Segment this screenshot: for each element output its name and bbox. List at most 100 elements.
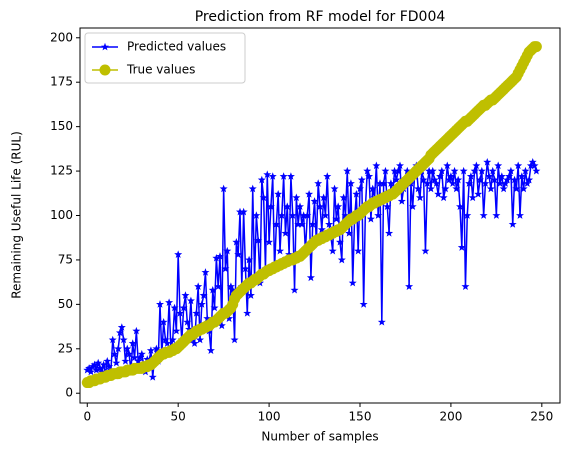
star-marker (372, 161, 381, 170)
star-marker (346, 179, 355, 187)
star-marker (505, 172, 514, 180)
star-marker (377, 317, 386, 326)
star-marker (279, 172, 288, 180)
star-marker (136, 353, 144, 362)
star-marker (297, 220, 306, 228)
star-marker (486, 184, 495, 193)
star-marker (421, 246, 430, 255)
star-marker (499, 184, 508, 193)
star-marker (272, 220, 281, 228)
star-marker (285, 250, 294, 258)
star-marker (319, 193, 328, 202)
star-marker (468, 193, 477, 202)
star-marker (308, 220, 317, 228)
star-marker (283, 202, 292, 211)
star-marker (390, 166, 399, 175)
legend-label: True values (126, 63, 195, 77)
y-tick-label: 200 (50, 30, 73, 44)
star-marker (197, 300, 206, 308)
star-marker (194, 282, 203, 290)
star-marker (165, 298, 174, 306)
star-marker (519, 184, 528, 193)
star-marker (337, 255, 346, 264)
star-marker (392, 175, 401, 184)
star-marker (416, 193, 424, 202)
star-marker (314, 179, 323, 187)
star-marker (212, 253, 221, 262)
star-marker (339, 193, 348, 202)
star-marker (186, 296, 195, 305)
star-marker (254, 236, 263, 244)
star-marker (441, 184, 450, 193)
star-marker (226, 282, 235, 290)
star-marker (461, 282, 470, 290)
star-marker (125, 349, 134, 358)
star-marker (274, 189, 283, 198)
star-marker (366, 214, 375, 223)
star-marker (210, 303, 219, 312)
y-axis-label: Remaining Useful Life (RUL) (10, 131, 24, 299)
star-marker (119, 335, 128, 344)
legend-marker (101, 42, 109, 51)
star-marker (510, 175, 519, 184)
star-marker (436, 172, 444, 180)
star-marker (354, 246, 363, 255)
star-marker (443, 161, 452, 170)
star-marker (134, 357, 143, 365)
star-marker (243, 309, 252, 317)
star-marker (323, 172, 332, 180)
star-marker (241, 264, 250, 273)
star-marker (359, 300, 368, 308)
star-marker (508, 220, 517, 228)
star-marker (176, 309, 184, 317)
star-marker (432, 179, 441, 187)
star-marker (130, 353, 139, 362)
star-marker (376, 179, 384, 187)
star-marker (294, 220, 303, 228)
star-marker (356, 184, 364, 193)
star-marker (457, 243, 466, 251)
star-marker (488, 166, 497, 175)
star-marker (426, 184, 435, 193)
star-marker (199, 291, 208, 299)
star-marker (532, 166, 541, 175)
star-marker (268, 172, 277, 180)
star-marker (405, 282, 414, 290)
y-tick-label: 25 (58, 341, 73, 355)
star-marker (459, 166, 468, 175)
star-marker (512, 184, 521, 193)
star-marker (281, 229, 290, 237)
legend-label: Predicted values (127, 40, 226, 54)
star-marker (528, 157, 537, 166)
star-marker (203, 314, 212, 322)
star-marker (352, 189, 361, 198)
star-marker (201, 268, 210, 276)
star-marker (456, 202, 464, 211)
star-marker (448, 179, 457, 187)
star-marker (383, 202, 392, 211)
star-marker (181, 291, 190, 299)
star-marker (265, 237, 274, 246)
star-marker (168, 335, 177, 344)
star-marker (170, 303, 179, 312)
star-marker (365, 172, 374, 180)
star-marker (159, 317, 168, 326)
y-tick-label: 0 (65, 386, 73, 400)
star-marker (152, 344, 161, 353)
star-marker (112, 358, 121, 367)
star-marker (446, 172, 455, 180)
star-marker (305, 189, 314, 198)
x-tick-label: 200 (439, 410, 462, 424)
star-marker (290, 285, 299, 294)
star-marker (137, 349, 146, 358)
star-marker (143, 355, 152, 363)
star-marker (439, 193, 448, 202)
star-marker (514, 161, 523, 170)
star-marker (336, 237, 344, 246)
star-marker (497, 172, 506, 180)
star-marker (523, 179, 532, 187)
star-marker (96, 364, 104, 372)
star-marker (454, 175, 463, 184)
star-marker (286, 172, 295, 180)
legend-marker (99, 64, 111, 76)
